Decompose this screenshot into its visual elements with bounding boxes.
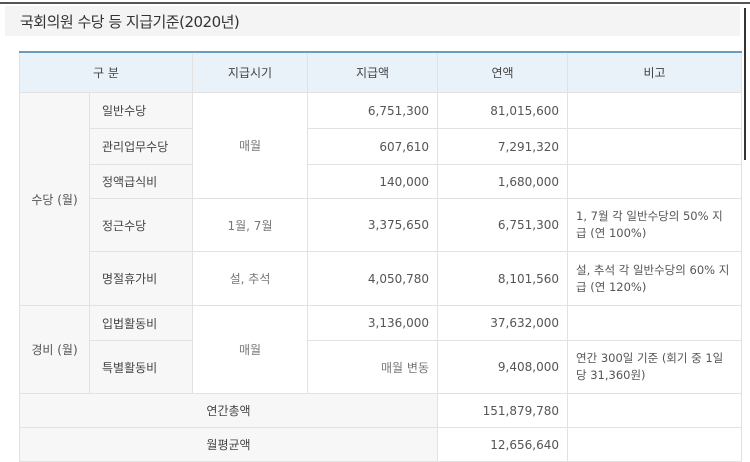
header-annual: 연액 — [437, 51, 568, 93]
total-label: 연간총액 — [19, 393, 438, 428]
item-name: 정근수당 — [89, 198, 193, 252]
top-border — [0, 2, 750, 4]
item-name: 관리업무수당 — [89, 128, 193, 165]
total-row: 연간총액 151,879,780 — [19, 393, 742, 428]
group-allowance: 수당 (월) — [19, 92, 90, 306]
table-row: 정액급식비 140,000 1,680,000 — [20, 164, 742, 199]
annual-cell: 9,408,000 — [437, 340, 568, 394]
annual-cell: 7,291,320 — [437, 128, 568, 165]
header-note: 비고 — [567, 51, 742, 93]
annual-cell: 37,632,000 — [437, 305, 568, 341]
average-row: 월평균액 12,656,640 — [19, 427, 742, 462]
item-name: 특별활동비 — [89, 340, 193, 394]
item-name: 명절휴가비 — [89, 251, 193, 306]
average-note — [567, 427, 742, 462]
item-name: 입법활동비 — [89, 305, 193, 341]
group-expense: 경비 (월) — [19, 305, 90, 394]
amount-cell: 4,050,780 — [307, 251, 438, 306]
amount-cell: 3,375,650 — [307, 198, 438, 252]
amount-cell: 3,136,000 — [307, 305, 438, 341]
average-value: 12,656,640 — [437, 427, 568, 462]
note-cell: 설, 추석 각 일반수당의 60% 지급 (연 120%) — [567, 251, 742, 306]
total-value: 151,879,780 — [437, 393, 568, 428]
item-name: 정액급식비 — [89, 164, 193, 199]
table-row: 명절휴가비 설, 추석 4,050,780 8,101,560 설, 추석 각 … — [20, 251, 742, 306]
page-title: 국회의원 수당 등 지급기준(2020년) — [20, 13, 240, 31]
note-cell — [567, 164, 742, 199]
timing-cell: 매월 — [192, 92, 308, 199]
header-category: 구 분 — [19, 51, 193, 93]
timing-cell: 1월, 7월 — [192, 198, 308, 252]
total-note — [567, 393, 742, 428]
table-row: 특별활동비 매월 변동 9,408,000 연간 300일 기준 (회기 중 1… — [20, 340, 742, 394]
amount-cell: 140,000 — [307, 164, 438, 199]
annual-cell: 8,101,560 — [437, 251, 568, 306]
timing-cell: 매월 — [192, 305, 308, 394]
note-cell — [567, 128, 742, 165]
note-cell: 연간 300일 기준 (회기 중 1일당 31,360원) — [567, 340, 742, 394]
note-cell — [567, 92, 742, 129]
header-amount: 지급액 — [307, 51, 438, 93]
scrollbar[interactable] — [744, 8, 746, 160]
annual-cell: 1,680,000 — [437, 164, 568, 199]
table-header-row: 구 분 지급시기 지급액 연액 비고 — [19, 51, 742, 93]
table-row: 수당 (월) 일반수당 매월 6,751,300 81,015,600 — [19, 92, 742, 306]
amount-cell: 매월 변동 — [307, 340, 438, 394]
annual-cell: 81,015,600 — [437, 92, 568, 129]
table-row: 정근수당 1월, 7월 3,375,650 6,751,300 1, 7월 각 … — [20, 198, 742, 252]
amount-cell: 6,751,300 — [307, 92, 438, 129]
allowance-table: 구 분 지급시기 지급액 연액 비고 수당 (월) 일반수당 매월 6,751,… — [19, 51, 742, 462]
table-row: 관리업무수당 607,610 7,291,320 — [20, 128, 742, 165]
table-row: 경비 (월) 입법활동비 매월 3,136,000 37,632,000 — [19, 305, 742, 394]
header-timing: 지급시기 — [192, 51, 308, 93]
average-label: 월평균액 — [19, 427, 438, 462]
note-cell: 1, 7월 각 일반수당의 50% 지급 (연 100%) — [567, 198, 742, 252]
amount-cell: 607,610 — [307, 128, 438, 165]
timing-cell: 설, 추석 — [192, 251, 308, 306]
note-cell — [567, 305, 742, 341]
title-bar: 국회의원 수당 등 지급기준(2020년) — [5, 6, 740, 36]
annual-cell: 6,751,300 — [437, 198, 568, 252]
item-name: 일반수당 — [89, 92, 193, 129]
